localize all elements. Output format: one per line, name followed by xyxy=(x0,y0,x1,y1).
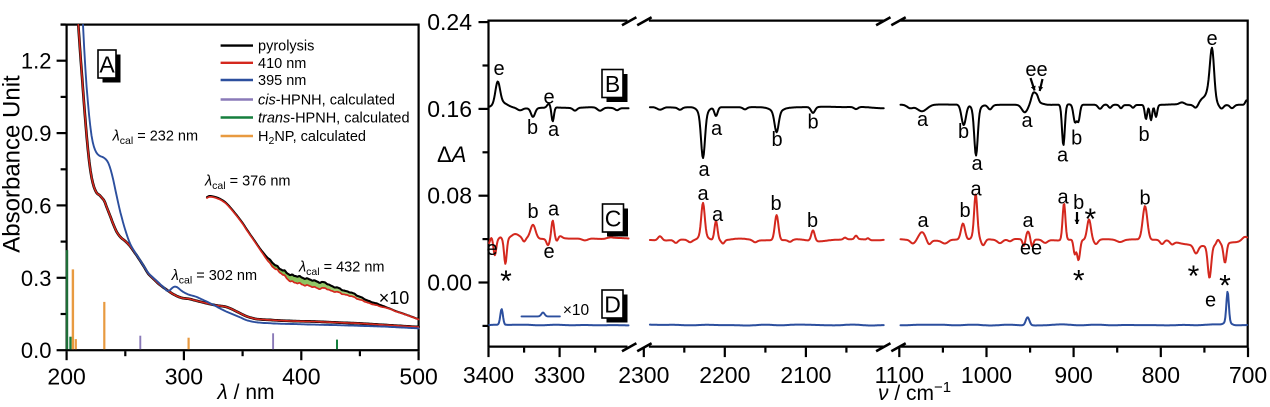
svg-text:λcal = 302 nm: λcal = 302 nm xyxy=(171,268,257,287)
svg-text:λcal = 376 nm: λcal = 376 nm xyxy=(204,174,290,193)
svg-text:a: a xyxy=(697,183,709,205)
svg-text:b: b xyxy=(958,121,969,143)
svg-text:0.9: 0.9 xyxy=(21,121,52,146)
svg-text:2200: 2200 xyxy=(699,362,750,388)
svg-text:a: a xyxy=(548,199,560,221)
svg-text:200: 200 xyxy=(47,364,85,390)
svg-text:b: b xyxy=(1073,192,1084,214)
svg-text:b: b xyxy=(771,129,782,151)
svg-text:ee: ee xyxy=(1020,238,1042,260)
svg-text:×10: ×10 xyxy=(563,302,590,319)
svg-text:a: a xyxy=(917,109,929,131)
svg-text:λ / nm: λ / nm xyxy=(216,381,274,404)
svg-text:b: b xyxy=(527,117,538,139)
svg-text:395 nm: 395 nm xyxy=(258,73,306,89)
svg-text:a: a xyxy=(971,153,983,175)
svg-text:e: e xyxy=(1206,28,1217,50)
svg-text:1.2: 1.2 xyxy=(21,49,52,74)
svg-text:H2NP, calculated: H2NP, calculated xyxy=(258,129,366,147)
svg-text:×10: ×10 xyxy=(379,288,410,308)
svg-text:λcal = 432 nm: λcal = 432 nm xyxy=(298,260,384,279)
svg-text:e: e xyxy=(543,87,554,109)
svg-text:a: a xyxy=(712,204,724,226)
svg-text:b: b xyxy=(1071,128,1082,150)
svg-text:λcal = 232 nm: λcal = 232 nm xyxy=(112,129,198,148)
svg-text:0.08: 0.08 xyxy=(427,183,472,209)
svg-text:cis-HPNH, calculated: cis-HPNH, calculated xyxy=(258,93,395,109)
svg-text:b: b xyxy=(527,201,538,223)
svg-text:a: a xyxy=(1021,110,1033,132)
svg-text:0.24: 0.24 xyxy=(427,9,472,35)
svg-text:300: 300 xyxy=(165,364,203,390)
svg-text:800: 800 xyxy=(1142,362,1180,388)
svg-text:400: 400 xyxy=(282,364,320,390)
svg-text:2100: 2100 xyxy=(780,362,831,388)
svg-text:a: a xyxy=(1057,187,1069,209)
svg-text:e: e xyxy=(543,241,554,263)
svg-text:trans-HPNH, calculated: trans-HPNH, calculated xyxy=(258,111,410,127)
svg-text:b: b xyxy=(1138,124,1149,146)
svg-text:*: * xyxy=(1219,270,1231,303)
svg-text:0.6: 0.6 xyxy=(21,193,52,218)
svg-text:C: C xyxy=(605,206,622,232)
svg-text:e: e xyxy=(486,238,497,260)
svg-text:2300: 2300 xyxy=(618,362,669,388)
svg-text:1000: 1000 xyxy=(961,362,1012,388)
svg-text:0.0: 0.0 xyxy=(21,338,52,363)
svg-text:ee: ee xyxy=(1025,59,1047,81)
svg-text:a: a xyxy=(548,119,560,141)
svg-text:3400: 3400 xyxy=(463,362,514,388)
svg-text:Absorbance Unit: Absorbance Unit xyxy=(0,75,26,253)
svg-text:pyrolysis: pyrolysis xyxy=(258,39,314,55)
svg-text:900: 900 xyxy=(1054,362,1092,388)
svg-text:a: a xyxy=(1022,210,1034,232)
svg-text:410 nm: 410 nm xyxy=(258,56,306,72)
svg-text:1100: 1100 xyxy=(875,362,924,388)
svg-text:b: b xyxy=(807,112,818,134)
svg-text:ν / cm−1: ν / cm−1 xyxy=(878,379,951,405)
svg-text:b: b xyxy=(959,200,970,222)
svg-text:3300: 3300 xyxy=(534,362,585,388)
svg-text:0.16: 0.16 xyxy=(427,96,472,122)
svg-text:*: * xyxy=(1188,260,1200,293)
svg-text:e: e xyxy=(1205,290,1216,312)
svg-text:*: * xyxy=(1084,203,1096,236)
svg-text:700: 700 xyxy=(1229,362,1267,388)
svg-text:b: b xyxy=(807,210,818,232)
svg-text:500: 500 xyxy=(399,364,437,390)
svg-text:b: b xyxy=(770,193,781,215)
svg-text:b: b xyxy=(1139,188,1150,210)
svg-text:*: * xyxy=(500,265,512,298)
svg-text:e: e xyxy=(493,58,504,80)
svg-text:B: B xyxy=(605,71,620,97)
svg-text:A: A xyxy=(99,52,115,78)
svg-text:a: a xyxy=(698,159,710,181)
svg-text:a: a xyxy=(711,118,723,140)
svg-text:a: a xyxy=(970,179,982,201)
svg-text:ΔA: ΔA xyxy=(437,142,466,167)
svg-text:a: a xyxy=(917,210,929,232)
svg-text:0.00: 0.00 xyxy=(427,270,472,296)
svg-text:D: D xyxy=(604,292,621,318)
svg-text:0.3: 0.3 xyxy=(21,266,52,291)
svg-text:*: * xyxy=(1073,265,1085,298)
svg-text:a: a xyxy=(1057,145,1069,167)
